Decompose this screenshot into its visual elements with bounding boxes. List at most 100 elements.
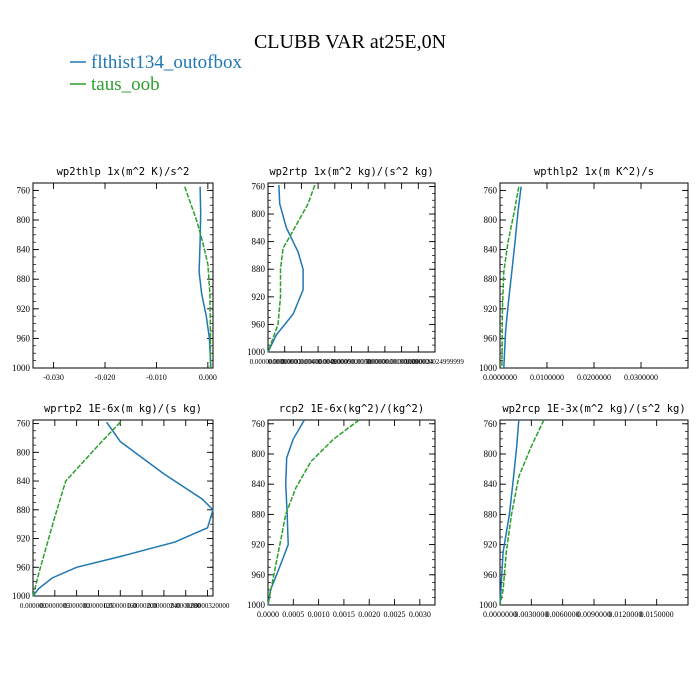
series-line-2 [183,186,212,368]
plot-frame [32,182,214,369]
y-tick-label: 760 [484,419,498,429]
panel-title: wpthlp2 1x(m K^2)/s [534,166,654,178]
y-tick-label: 960 [17,333,31,343]
panel-title: wp2thlp 1x(m^2 K)/s^2 [57,166,190,178]
y-tick-label: 800 [252,449,266,459]
y-tick-label: 880 [17,274,31,284]
y-tick-label: 800 [484,449,498,459]
y-tick-label: 800 [17,447,31,457]
panel-2: wp2rtp 1x(m^2 kg)/(s^2 kg)760 800 840 880 92… [247,166,464,366]
series-line-2 [499,419,545,606]
y-tick-label: 960 [484,333,498,343]
series-line-2 [267,419,360,606]
x-tick-label: -0.020 [95,373,116,382]
panel-title: wp2rtp 1x(m^2 kg)/(s^2 kg) [269,166,433,178]
x-tick-label: 0.0000005 [40,602,70,610]
figure-title: CLUBB VAR at25E,0N [254,31,446,53]
x-tick-label: 0.0020 [358,610,380,619]
panel-title: rcp2 1E-6x(kg^2)/(kg^2) [279,403,424,415]
y-tick-label: 800 [17,215,31,225]
x-tick-label: -0.030 [43,373,64,382]
x-tick-label: 0.00000160 [104,602,138,610]
x-tick-label: 0.0150000 [640,610,674,619]
x-tick-label: 0.0120000 [608,610,642,619]
y-tick-label: 920 [484,304,498,314]
y-tick-label: 800 [252,209,266,219]
y-tick-label: 1000 [479,363,498,373]
y-tick-label: 960 [17,562,31,572]
x-tick-label: 0.0000000150 [331,358,372,366]
series-line-1 [32,421,214,597]
panel-title: wprtp2 1E-6x(m kg)/(s kg) [44,403,202,415]
x-tick-label: 0.0100000 [530,373,564,382]
y-tick-label: 1000 [247,347,266,357]
y-tick-label: 880 [484,274,498,284]
x-tick-label: 0.0030 [409,610,431,619]
y-tick-label: 1000 [247,600,266,610]
x-tick-label: 0.00000001 [268,358,302,366]
x-tick-label: 0.0000 [257,610,279,619]
y-tick-label: 840 [484,245,498,255]
x-tick-label: 0.00000009 [318,358,352,366]
y-tick-label: 880 [252,509,266,519]
series-line-2 [32,421,121,597]
x-tick-label: 0.0300000 [624,373,658,382]
y-tick-label: 760 [484,185,498,195]
y-tick-label: 920 [252,292,266,302]
x-tick-label: 0.000 [199,373,217,382]
x-tick-label: 0.0005 [282,610,304,619]
y-tick-label: 840 [252,237,266,247]
y-tick-label: 880 [17,505,31,515]
y-tick-label: 760 [17,185,31,195]
y-tick-label: 1000 [12,363,31,373]
x-tick-label: 0.0000000 [483,610,517,619]
y-tick-label: 920 [252,540,266,550]
panel-title: wp2rcp 1E-3x(m^2 kg)/(s^2 kg) [502,403,685,415]
y-tick-label: 760 [252,181,266,191]
plot-frame [32,419,214,597]
plot-frame [499,182,689,369]
y-tick-label: 760 [17,419,31,429]
y-tick-label: 840 [484,479,498,489]
y-tick-label: 1000 [12,591,31,601]
y-tick-label: 800 [484,215,498,225]
x-tick-label: 0.0000200 [127,602,157,610]
x-tick-label: 0.0000024 [403,358,433,366]
panel-3: wpthlp2 1x(m K^2)/s 760 800 840 880 920 960 100… [479,166,689,382]
x-tick-label: 0.0000000400 [281,358,322,366]
plot-frame [267,419,436,606]
panel-6: wp2rcp 1E-3x(m^2 kg)/(s^2 kg) 760 800 840 88… [479,403,689,619]
legend-label-2: taus_oob [91,74,160,95]
x-tick-label: 0.0025 [384,610,406,619]
y-tick-label: 880 [484,509,498,519]
panel-4: wprtp2 1E-6x(m kg)/(s kg) 760 800 840 880 920… [12,403,230,610]
x-tick-label: 0.00000320000 [186,602,230,610]
x-tick-label: 0.000000018 [367,358,404,366]
y-tick-label: 960 [252,570,266,580]
x-tick-label: 0.0030000 [514,610,548,619]
x-tick-label: 0.0010 [308,610,330,619]
y-tick-label: 840 [17,245,31,255]
y-tick-label: 960 [484,570,498,580]
series-line-1 [267,185,304,353]
y-tick-label: 840 [17,476,31,486]
y-tick-label: 920 [17,304,31,314]
x-tick-label: 0.0090000 [577,610,611,619]
x-tick-label: 0.0060000 [546,610,580,619]
x-tick-label: 0.0000280 [171,602,201,610]
x-tick-label: 0.000000024999999 [406,358,464,366]
x-tick-label: 0.00000240 [147,602,181,610]
series-line-1 [499,419,520,606]
x-tick-label: 0.0015 [333,610,355,619]
legend: flthist134_outofbox taus_oob [70,52,242,95]
panels: wp2thlp 1x(m^2 K)/s^2 760 800 840 880 920 960 1… [12,166,689,619]
y-tick-label: 840 [252,479,266,489]
y-tick-label: 920 [17,534,31,544]
y-tick-label: 920 [484,540,498,550]
series-line-2 [501,186,520,369]
y-tick-label: 1000 [479,600,498,610]
x-tick-label: 0.00000000 [352,358,386,366]
x-tick-label: 0.0000000 [483,373,517,382]
